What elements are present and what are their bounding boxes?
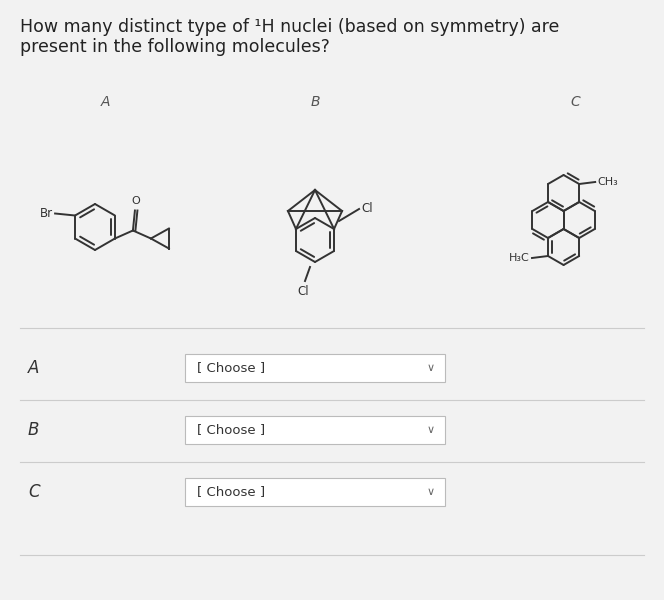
FancyBboxPatch shape [185,416,445,444]
Text: H₃C: H₃C [509,253,530,263]
Text: ∨: ∨ [427,487,435,497]
Text: O: O [131,196,140,206]
Text: [ Choose ]: [ Choose ] [197,485,265,499]
Text: present in the following molecules?: present in the following molecules? [20,38,330,56]
Text: ∨: ∨ [427,363,435,373]
Text: [ Choose ]: [ Choose ] [197,424,265,437]
Text: Br: Br [40,207,53,220]
Text: CH₃: CH₃ [597,177,618,187]
Text: Cl: Cl [361,202,373,215]
Text: A: A [100,95,110,109]
FancyBboxPatch shape [185,354,445,382]
Text: Cl: Cl [297,285,309,298]
Text: [ Choose ]: [ Choose ] [197,361,265,374]
Text: ∨: ∨ [427,425,435,435]
Text: C: C [570,95,580,109]
Text: B: B [310,95,320,109]
FancyBboxPatch shape [185,478,445,506]
Text: A: A [28,359,39,377]
Text: C: C [28,483,40,501]
Text: B: B [28,421,39,439]
Text: How many distinct type of ¹H nuclei (based on symmetry) are: How many distinct type of ¹H nuclei (bas… [20,18,559,36]
